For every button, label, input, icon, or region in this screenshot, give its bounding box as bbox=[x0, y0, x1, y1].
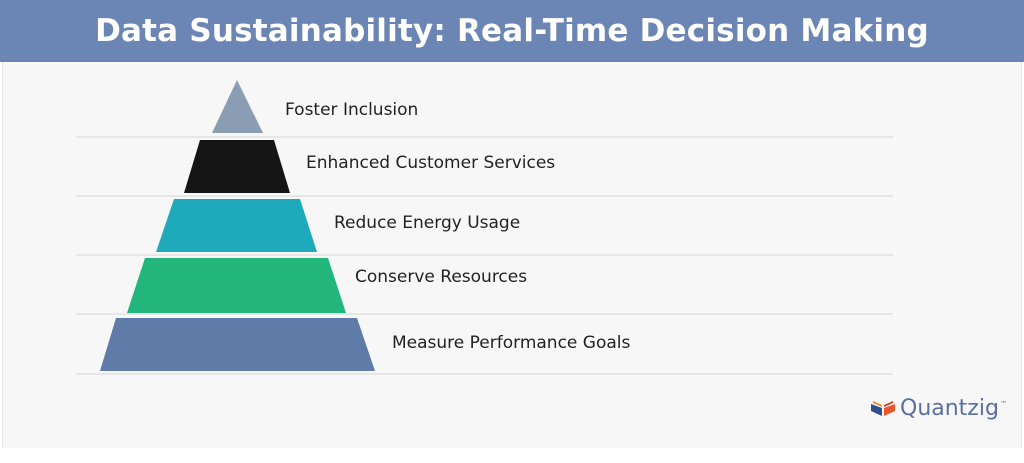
pyramid-tier-enhanced-customer-services bbox=[184, 140, 290, 193]
quantzig-logo: Quantzig™ bbox=[870, 395, 1007, 421]
pyramid-tier-conserve-resources bbox=[127, 258, 346, 313]
tier-label-enhanced-customer-services: Enhanced Customer Services bbox=[306, 153, 556, 173]
tier-label-foster-inclusion: Foster Inclusion bbox=[285, 100, 419, 120]
trademark-symbol: ™ bbox=[999, 400, 1007, 409]
open-book-logo-icon bbox=[871, 401, 895, 416]
tier-label-conserve-resources: Conserve Resources bbox=[355, 267, 528, 287]
logo-name: Quantzig bbox=[900, 395, 999, 421]
pyramid-tier-reduce-energy-usage bbox=[156, 199, 317, 252]
pyramid-tier-foster-inclusion bbox=[212, 80, 263, 133]
title-banner: Data Sustainability: Real-Time Decision … bbox=[0, 0, 1024, 62]
logo-wordmark: Quantzig™ bbox=[900, 396, 1007, 421]
tier-label-reduce-energy-usage: Reduce Energy Usage bbox=[334, 213, 521, 233]
pyramid-tier-measure-performance-goals bbox=[100, 318, 375, 371]
tier-label-measure-performance-goals: Measure Performance Goals bbox=[392, 333, 631, 353]
page-title: Data Sustainability: Real-Time Decision … bbox=[95, 13, 929, 49]
